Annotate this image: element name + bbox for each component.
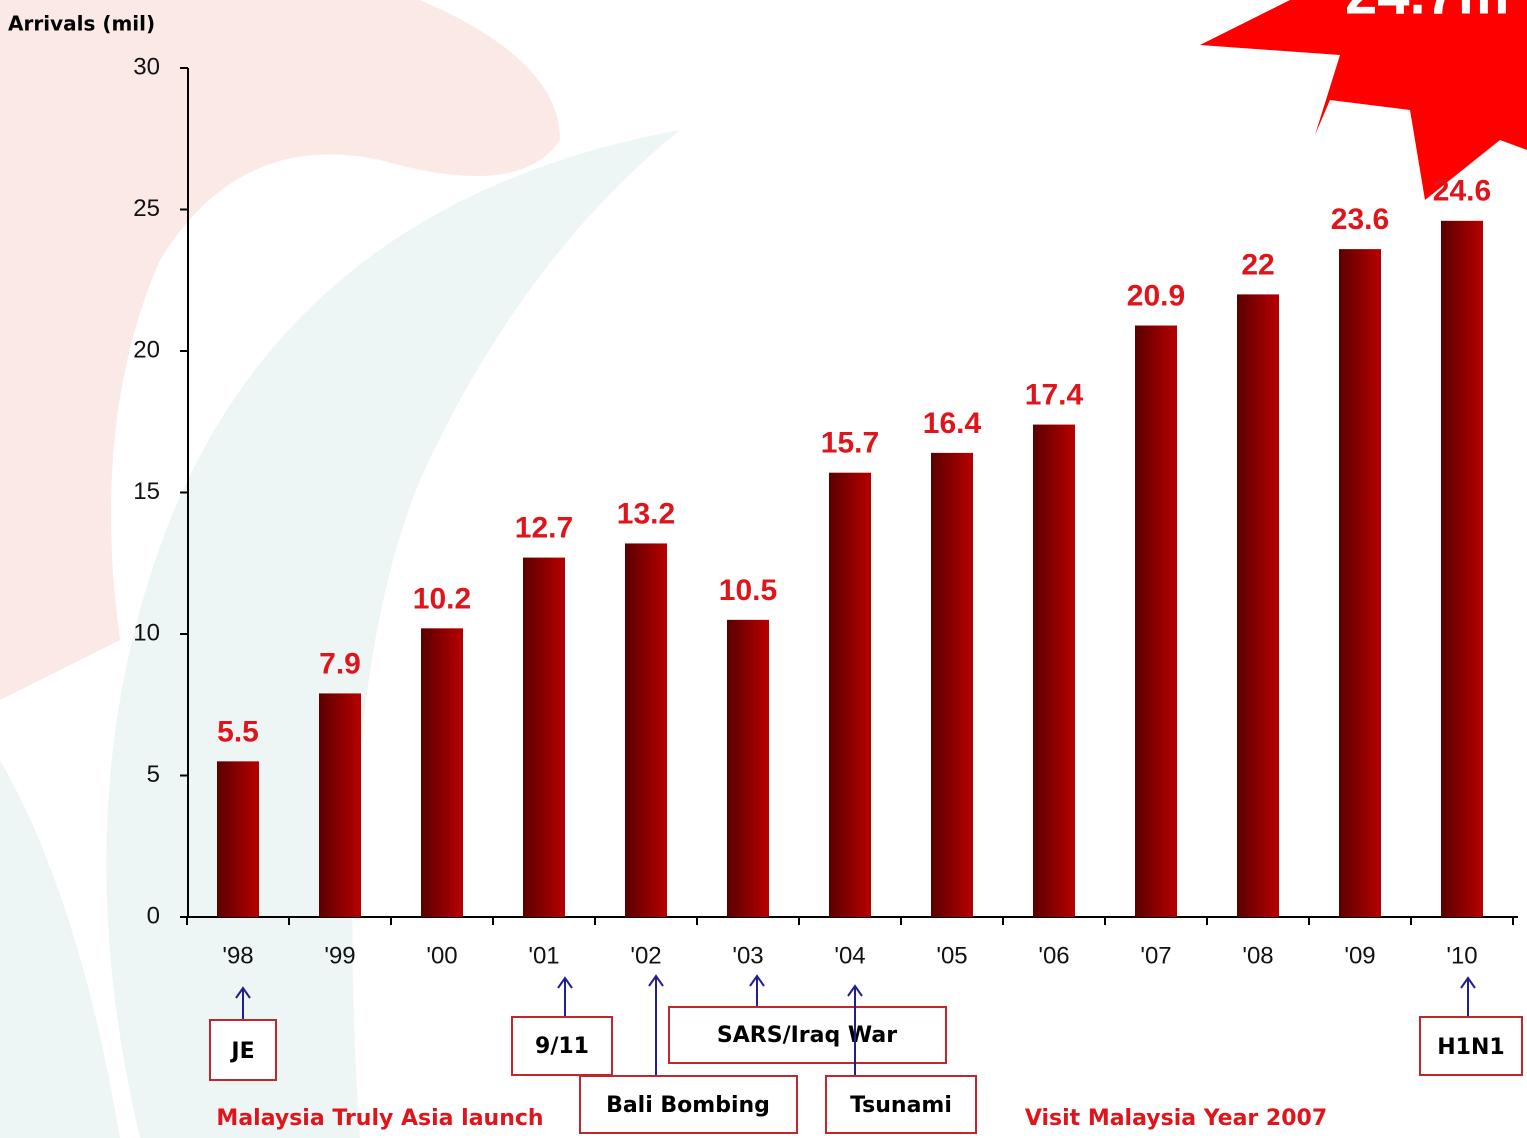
x-tick-label: '98 bbox=[222, 942, 253, 969]
arrow bbox=[1461, 978, 1475, 1017]
y-tick-label: 10 bbox=[133, 619, 160, 646]
value-label: 23.6 bbox=[1331, 203, 1389, 236]
value-label: 12.7 bbox=[515, 512, 573, 545]
value-label: 20.9 bbox=[1127, 279, 1185, 312]
y-axis-label: Arrivals (mil) bbox=[8, 12, 155, 36]
value-label: 24.6 bbox=[1433, 175, 1491, 208]
annotations: JE 9/11 Bali Bombing SARS/Iraq War Tsuna… bbox=[210, 976, 1522, 1133]
chart: 24.7m Arrivals (mil) JE 9/11 Bali Bombin… bbox=[0, 0, 1527, 1138]
value-label: 10.5 bbox=[719, 574, 777, 607]
y-tick-label: 15 bbox=[133, 478, 160, 505]
bar bbox=[217, 761, 259, 917]
arrow bbox=[750, 976, 764, 1007]
annotation: Visit Malaysia Year 2007 bbox=[1025, 1106, 1327, 1131]
value-label: 15.7 bbox=[821, 427, 879, 460]
x-tick-label: '07 bbox=[1140, 942, 1171, 969]
value-label: 17.4 bbox=[1025, 379, 1084, 412]
x-tick-label: '05 bbox=[936, 942, 967, 969]
x-tick-label: '01 bbox=[528, 942, 559, 969]
badge-text: 24.7m bbox=[1345, 0, 1509, 26]
x-tick-label: '04 bbox=[834, 942, 865, 969]
x-tick-label: '08 bbox=[1242, 942, 1273, 969]
bar bbox=[727, 620, 769, 917]
annotation: Tsunami bbox=[850, 1093, 952, 1118]
page: {"chart_data": {"type": "bar", "y_axis_l… bbox=[0, 0, 1527, 1138]
bar bbox=[523, 558, 565, 917]
bar bbox=[1339, 249, 1381, 917]
bar bbox=[1135, 326, 1177, 917]
y-tick-label: 0 bbox=[147, 902, 160, 929]
x-tick-label: '03 bbox=[732, 942, 763, 969]
x-tick-label: '02 bbox=[630, 942, 661, 969]
annotation: H1N1 bbox=[1437, 1035, 1504, 1060]
value-label: 13.2 bbox=[617, 497, 675, 530]
annotation: Malaysia Truly Asia launch bbox=[216, 1106, 543, 1131]
x-tick-label: '10 bbox=[1446, 942, 1477, 969]
badge: 24.7m bbox=[1200, 0, 1527, 200]
bar bbox=[1237, 294, 1279, 917]
value-label: 5.5 bbox=[217, 715, 259, 748]
arrow bbox=[558, 978, 572, 1017]
bar bbox=[829, 473, 871, 917]
annotation: 9/11 bbox=[535, 1034, 589, 1059]
bar bbox=[931, 453, 973, 917]
x-tick-label: '06 bbox=[1038, 942, 1069, 969]
bar bbox=[1441, 221, 1483, 917]
y-tick-label: 25 bbox=[133, 195, 160, 222]
bar bbox=[421, 628, 463, 917]
annotation: JE bbox=[229, 1039, 254, 1064]
y-tick-label: 20 bbox=[133, 336, 160, 363]
value-label: 10.2 bbox=[413, 582, 471, 615]
annotation: SARS/Iraq War bbox=[717, 1023, 897, 1048]
bar bbox=[1033, 425, 1075, 917]
bar bbox=[319, 693, 361, 917]
y-tick-label: 5 bbox=[147, 761, 160, 788]
y-tick-label: 30 bbox=[133, 53, 160, 80]
arrow bbox=[649, 976, 663, 1076]
x-tick-label: '00 bbox=[426, 942, 457, 969]
value-label: 7.9 bbox=[319, 647, 361, 680]
annotation: Bali Bombing bbox=[606, 1093, 770, 1118]
bar bbox=[625, 543, 667, 917]
x-tick-label: '09 bbox=[1344, 942, 1375, 969]
value-label: 16.4 bbox=[923, 407, 982, 440]
value-label: 22 bbox=[1241, 248, 1274, 281]
x-tick-label: '99 bbox=[324, 942, 355, 969]
